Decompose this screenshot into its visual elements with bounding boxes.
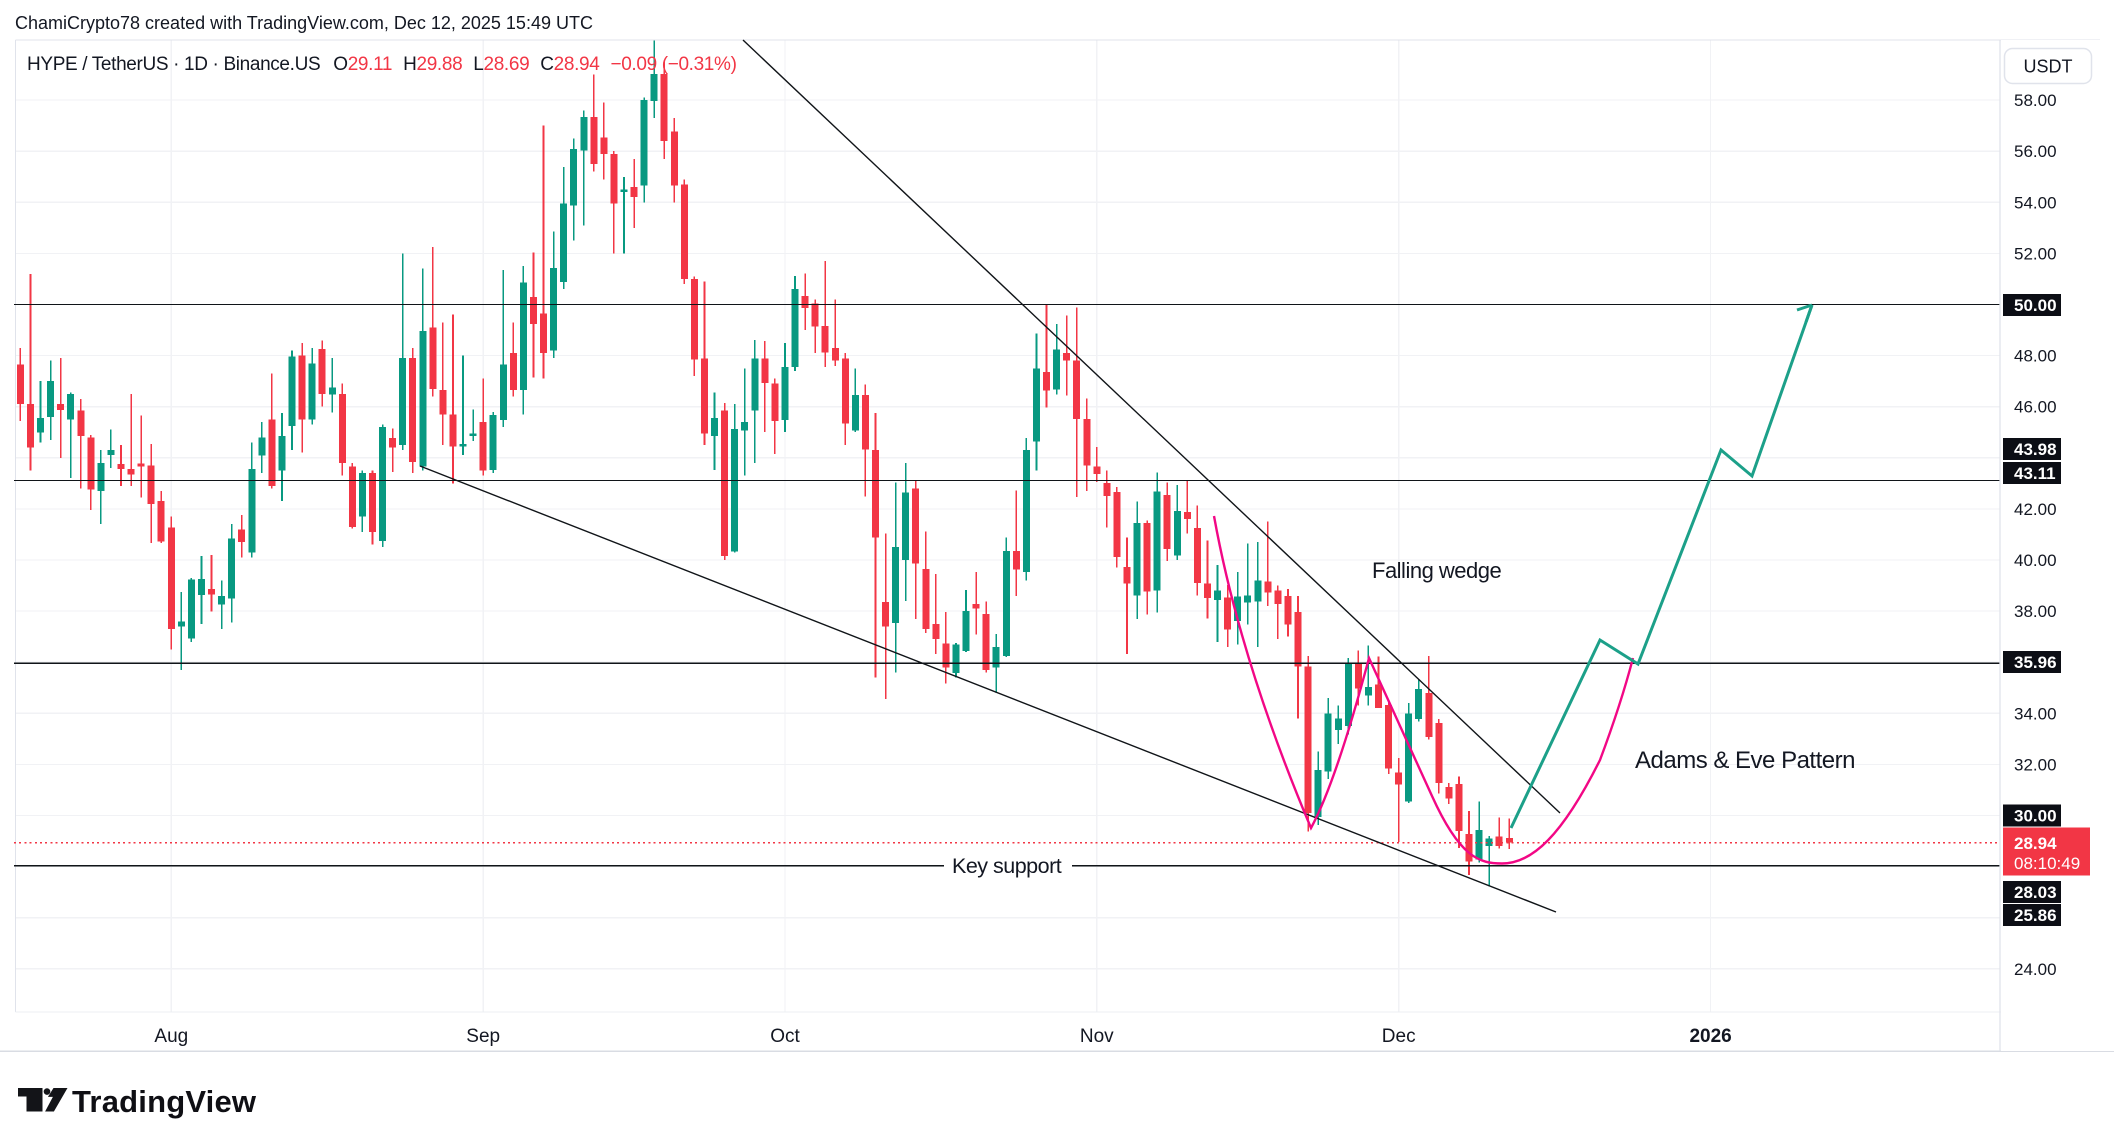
svg-text:2026: 2026 [1689, 1026, 1731, 1047]
svg-text:Adams & Eve Pattern: Adams & Eve Pattern [1635, 747, 1855, 774]
svg-text:28.94: 28.94 [2014, 834, 2057, 853]
svg-text:52.00: 52.00 [2014, 244, 2057, 263]
svg-text:56.00: 56.00 [2014, 142, 2057, 161]
svg-text:HYPE / TetherUS · 1D · Binance: HYPE / TetherUS · 1D · Binance.US O29.11 H… [27, 54, 737, 75]
svg-text:43.11: 43.11 [2014, 464, 2056, 483]
svg-text:43.98: 43.98 [2014, 440, 2057, 459]
svg-text:Falling wedge: Falling wedge [1372, 558, 1502, 583]
svg-text:Nov: Nov [1080, 1026, 1114, 1047]
svg-text:Aug: Aug [154, 1026, 188, 1047]
svg-text:48.00: 48.00 [2014, 347, 2057, 366]
svg-text:46.00: 46.00 [2014, 398, 2057, 417]
svg-text:58.00: 58.00 [2014, 91, 2057, 110]
svg-text:42.00: 42.00 [2014, 500, 2057, 519]
svg-text:Key support: Key support [952, 854, 1062, 878]
svg-text:40.00: 40.00 [2014, 551, 2057, 570]
svg-text:30.00: 30.00 [2014, 807, 2057, 826]
svg-text:38.00: 38.00 [2014, 602, 2057, 621]
svg-text:35.96: 35.96 [2014, 653, 2057, 672]
svg-text:50.00: 50.00 [2014, 296, 2057, 315]
svg-text:TradingView: TradingView [72, 1084, 257, 1119]
svg-text:Oct: Oct [770, 1026, 800, 1047]
svg-text:28.03: 28.03 [2014, 883, 2057, 902]
svg-text:32.00: 32.00 [2014, 755, 2057, 774]
svg-text:08:10:49: 08:10:49 [2014, 854, 2080, 873]
svg-text:Sep: Sep [466, 1026, 500, 1047]
svg-text:24.00: 24.00 [2014, 960, 2057, 979]
svg-text:ChamiCrypto78 created with Tra: ChamiCrypto78 created with TradingView.c… [15, 13, 593, 33]
svg-text:25.86: 25.86 [2014, 906, 2057, 925]
svg-text:34.00: 34.00 [2014, 704, 2057, 723]
svg-text:Dec: Dec [1382, 1026, 1416, 1047]
svg-text:54.00: 54.00 [2014, 193, 2057, 212]
svg-text:USDT: USDT [2024, 57, 2073, 77]
